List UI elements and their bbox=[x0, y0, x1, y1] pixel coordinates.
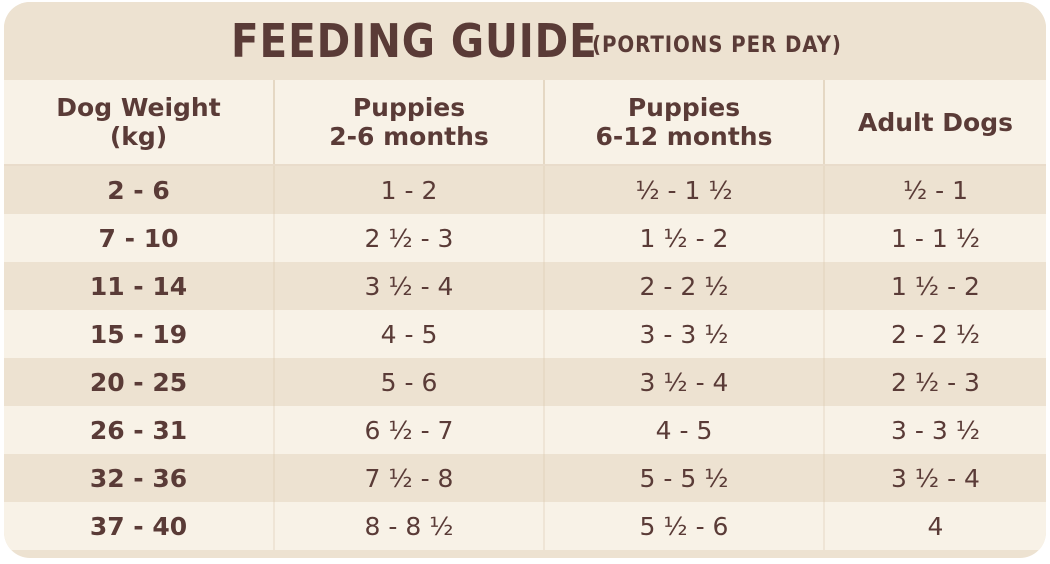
cell-dog-weight: 20 - 25 bbox=[4, 358, 274, 406]
cell-puppies-2-6: 8 - 8 ½ bbox=[273, 502, 544, 550]
column-header-line: 6-12 months bbox=[595, 122, 773, 151]
cell-puppies-6-12: 5 ½ - 6 bbox=[543, 502, 824, 550]
column-header-puppies-6-12: Puppies 6-12 months bbox=[543, 80, 824, 166]
cell-puppies-6-12: 3 - 3 ½ bbox=[543, 310, 824, 358]
cell-adult-dogs: 1 - 1 ½ bbox=[823, 214, 1046, 262]
cell-puppies-6-12: 4 - 5 bbox=[543, 406, 824, 454]
column-header-adult-dogs: Adult Dogs bbox=[823, 80, 1046, 166]
cell-adult-dogs: 4 bbox=[823, 502, 1046, 550]
table-row: 20 - 25 5 - 6 3 ½ - 4 2 ½ - 3 bbox=[4, 358, 1046, 406]
cell-dog-weight: 11 - 14 bbox=[4, 262, 274, 310]
cell-adult-dogs: ½ - 1 bbox=[823, 165, 1046, 214]
table-row: 32 - 36 7 ½ - 8 5 - 5 ½ 3 ½ - 4 bbox=[4, 454, 1046, 502]
cell-puppies-6-12: 2 - 2 ½ bbox=[543, 262, 824, 310]
cell-adult-dogs: 3 ½ - 4 bbox=[823, 454, 1046, 502]
cell-puppies-6-12: 1 ½ - 2 bbox=[543, 214, 824, 262]
cell-puppies-2-6: 5 - 6 bbox=[273, 358, 544, 406]
cell-puppies-2-6: 4 - 5 bbox=[273, 310, 544, 358]
cell-adult-dogs: 1 ½ - 2 bbox=[823, 262, 1046, 310]
table-row: 15 - 19 4 - 5 3 - 3 ½ 2 - 2 ½ bbox=[4, 310, 1046, 358]
page-title: FEEDING GUIDE bbox=[230, 14, 598, 68]
page-subtitle: (PORTIONS PER DAY) bbox=[591, 32, 842, 58]
table-row: 37 - 40 8 - 8 ½ 5 ½ - 6 4 bbox=[4, 502, 1046, 550]
cell-dog-weight: 15 - 19 bbox=[4, 310, 274, 358]
table-row: 7 - 10 2 ½ - 3 1 ½ - 2 1 - 1 ½ bbox=[4, 214, 1046, 262]
column-header-line: Dog Weight bbox=[56, 93, 221, 122]
cell-adult-dogs: 2 ½ - 3 bbox=[823, 358, 1046, 406]
cell-puppies-2-6: 1 - 2 bbox=[273, 165, 544, 214]
cell-dog-weight: 32 - 36 bbox=[4, 454, 274, 502]
cell-dog-weight: 7 - 10 bbox=[4, 214, 274, 262]
column-header-line: (kg) bbox=[109, 122, 168, 151]
column-header-line: Adult Dogs bbox=[858, 107, 1013, 137]
cell-puppies-2-6: 2 ½ - 3 bbox=[273, 214, 544, 262]
table-body: 2 - 6 1 - 2 ½ - 1 ½ ½ - 1 7 - 10 2 ½ - 3… bbox=[4, 165, 1046, 550]
cell-adult-dogs: 2 - 2 ½ bbox=[823, 310, 1046, 358]
table-row: 11 - 14 3 ½ - 4 2 - 2 ½ 1 ½ - 2 bbox=[4, 262, 1046, 310]
column-header-puppies-2-6: Puppies 2-6 months bbox=[273, 80, 544, 166]
cell-dog-weight: 26 - 31 bbox=[4, 406, 274, 454]
column-header-line: Puppies bbox=[627, 93, 741, 122]
column-header-line: Puppies bbox=[352, 93, 466, 122]
feeding-table: Dog Weight (kg) Puppies 2-6 months Puppi… bbox=[4, 80, 1046, 550]
table-row: 2 - 6 1 - 2 ½ - 1 ½ ½ - 1 bbox=[4, 165, 1046, 214]
cell-puppies-6-12: 5 - 5 ½ bbox=[543, 454, 824, 502]
cell-dog-weight: 37 - 40 bbox=[4, 502, 274, 550]
cell-puppies-6-12: ½ - 1 ½ bbox=[543, 165, 824, 214]
cell-puppies-2-6: 7 ½ - 8 bbox=[273, 454, 544, 502]
cell-puppies-2-6: 6 ½ - 7 bbox=[273, 406, 544, 454]
title-bar: FEEDING GUIDE (PORTIONS PER DAY) bbox=[4, 2, 1046, 80]
column-header-dog-weight: Dog Weight (kg) bbox=[4, 80, 274, 166]
column-header-line: 2-6 months bbox=[329, 122, 489, 151]
cell-puppies-2-6: 3 ½ - 4 bbox=[273, 262, 544, 310]
feeding-guide-card: FEEDING GUIDE (PORTIONS PER DAY) Dog Wei… bbox=[4, 2, 1046, 558]
table-row: 26 - 31 6 ½ - 7 4 - 5 3 - 3 ½ bbox=[4, 406, 1046, 454]
cell-adult-dogs: 3 - 3 ½ bbox=[823, 406, 1046, 454]
cell-dog-weight: 2 - 6 bbox=[4, 165, 274, 214]
cell-puppies-6-12: 3 ½ - 4 bbox=[543, 358, 824, 406]
table-header-row: Dog Weight (kg) Puppies 2-6 months Puppi… bbox=[4, 80, 1046, 166]
